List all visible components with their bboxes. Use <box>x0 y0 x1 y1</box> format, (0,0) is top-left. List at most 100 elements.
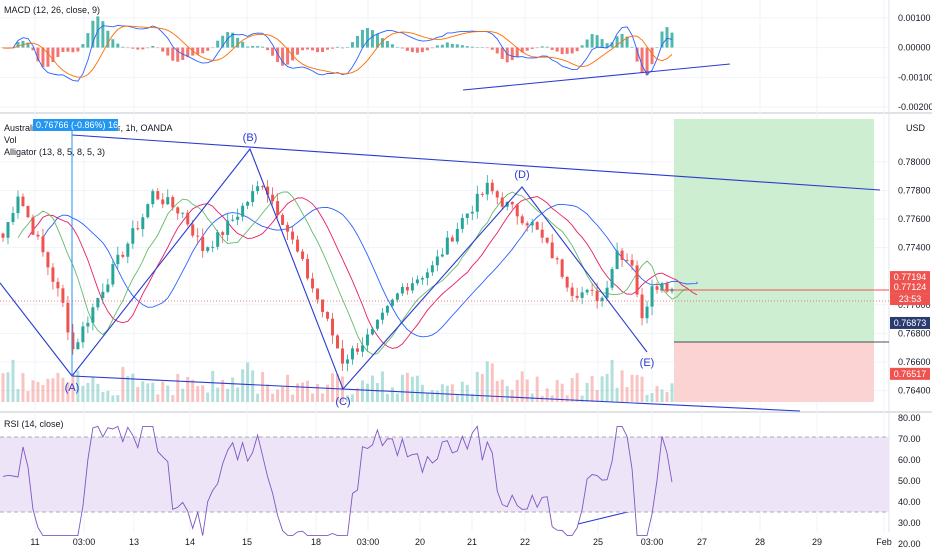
tooltip-text: 0.76766 (-0.86%) 161.5 <box>36 120 131 130</box>
volume-bar <box>490 363 494 402</box>
volume-bar <box>405 372 409 402</box>
candle-body <box>385 305 389 313</box>
volume-bar <box>525 379 529 402</box>
candle-body <box>321 299 325 313</box>
price-tick-label: 0.77600 <box>898 214 931 224</box>
volume-bar <box>670 383 674 402</box>
volume-bar <box>56 372 60 402</box>
candle-body <box>450 237 454 242</box>
candle-body <box>610 269 614 288</box>
left-edge-line[interactable] <box>0 282 73 377</box>
candle-body <box>555 258 559 260</box>
macd-histogram-bar <box>266 47 270 51</box>
volume-bar <box>21 373 25 402</box>
macd-histogram-bar <box>615 36 619 48</box>
volume-bar <box>440 384 444 402</box>
macd-trendline[interactable] <box>462 63 731 91</box>
volume-bar <box>435 390 439 402</box>
alligator-teeth <box>27 196 698 349</box>
loss-zone[interactable] <box>674 342 874 402</box>
macd-histogram-bar <box>136 47 140 50</box>
candle-body <box>640 294 644 319</box>
volume-bar <box>321 393 325 402</box>
candle-body <box>355 348 359 352</box>
macd-histogram-bar <box>355 35 359 48</box>
price-tag-bg <box>890 281 930 294</box>
upper-trendline[interactable] <box>71 134 881 191</box>
triangle-pattern[interactable] <box>0 63 881 525</box>
volume-bar <box>450 384 454 402</box>
volume-bar <box>271 393 275 402</box>
candle-body <box>281 215 285 225</box>
candle-body <box>41 236 45 253</box>
candle-body <box>316 288 320 300</box>
alligator-indicator <box>17 191 698 355</box>
macd-histogram-bar <box>201 47 205 54</box>
volume-bar <box>76 370 80 402</box>
volume-bar <box>306 380 310 402</box>
volume-bar <box>365 383 369 402</box>
rsi-tick-label: 80.00 <box>898 413 921 423</box>
candle-body <box>331 318 335 336</box>
macd-histogram-bar <box>640 47 644 74</box>
macd-histogram-bar <box>465 46 469 48</box>
volume-bar <box>206 392 210 402</box>
volume-bar <box>26 391 30 402</box>
pattern-point-label: (B) <box>243 132 258 144</box>
candle-body <box>645 306 649 319</box>
volume-bar <box>186 376 190 402</box>
time-tick-label: 11 <box>30 537 39 547</box>
volume-bar <box>166 385 170 402</box>
volume-bar <box>395 393 399 402</box>
signal-line <box>2 25 673 78</box>
volume-bar <box>31 380 35 402</box>
candle-body <box>540 229 544 238</box>
volume-bar <box>480 373 484 402</box>
candle-body <box>480 193 484 195</box>
rsi-pane[interactable] <box>2 425 673 537</box>
macd-pane[interactable] <box>1 16 674 82</box>
rsi-tick-label: 30.00 <box>898 518 921 528</box>
profit-zone[interactable] <box>674 119 874 342</box>
lower-trendline[interactable] <box>71 375 801 412</box>
candle-body <box>515 204 519 217</box>
macd-histogram-bar <box>241 41 245 48</box>
macd-histogram-bar <box>530 47 534 49</box>
macd-histogram-bar <box>475 47 479 48</box>
macd-histogram-bar <box>505 47 509 63</box>
price-tick-label: 0.77400 <box>898 243 931 253</box>
macd-line <box>2 25 673 82</box>
macd-tick-label: -0.00100 <box>898 72 932 82</box>
volume-bar <box>505 386 509 402</box>
macd-histogram-bar <box>226 32 230 48</box>
volume-bar <box>281 386 285 402</box>
macd-histogram-bar <box>286 47 290 65</box>
candle-body <box>161 199 165 205</box>
time-tick-label: 22 <box>520 537 530 547</box>
macd-histogram-bar <box>216 40 220 48</box>
candle-body <box>535 222 539 230</box>
candle-body <box>256 186 260 192</box>
tooltip-box[interactable] <box>33 119 118 131</box>
time-tick-label: 27 <box>697 537 707 547</box>
candle-body <box>141 217 145 230</box>
time-axis-labels[interactable]: 11 03:00 13 14 15 18 03:00 20 21 22 25 03:00 27 28 29 F… <box>30 537 891 547</box>
macd-histogram-bar <box>211 47 215 49</box>
macd-histogram-bar <box>191 47 195 56</box>
macd-histogram-bar <box>321 47 325 52</box>
volume-bar <box>296 383 300 402</box>
macd-histogram-bar <box>71 47 75 53</box>
volume-bar <box>236 387 240 402</box>
macd-histogram-bar <box>635 47 639 62</box>
candle-body <box>126 243 130 257</box>
macd-histogram-bar <box>251 45 255 48</box>
candle-body <box>246 202 250 206</box>
candle-body <box>490 182 494 192</box>
candle-body <box>311 278 315 289</box>
volume-bar <box>495 381 499 402</box>
price-tick-label: 0.78000 <box>898 157 931 167</box>
price-tag-bg <box>890 367 930 380</box>
volume-bar <box>6 372 10 402</box>
